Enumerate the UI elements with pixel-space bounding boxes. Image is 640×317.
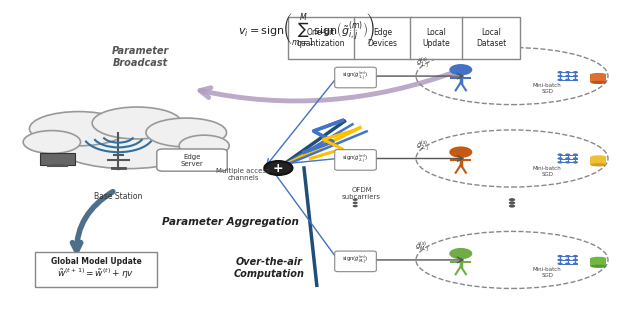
Text: $\tilde{w}^{(t+1)} = \tilde{w}^{(t)} + \eta v$: $\tilde{w}^{(t+1)} = \tilde{w}^{(t)} + \…	[58, 267, 134, 281]
FancyBboxPatch shape	[591, 258, 607, 266]
Text: Edge
Server: Edge Server	[180, 153, 204, 167]
Ellipse shape	[29, 112, 128, 146]
Text: $\mathrm{sign}(\tilde{g}_{M,j}^{(m)})$: $\mathrm{sign}(\tilde{g}_{M,j}^{(m)})$	[342, 254, 369, 266]
Text: Global Model Update: Global Model Update	[51, 257, 141, 266]
Text: Local
Dataset: Local Dataset	[476, 28, 506, 48]
Circle shape	[353, 202, 358, 204]
Circle shape	[353, 205, 358, 207]
Circle shape	[557, 157, 563, 160]
Circle shape	[573, 153, 578, 156]
Text: Parameter
Broadcast: Parameter Broadcast	[112, 46, 170, 68]
FancyBboxPatch shape	[40, 153, 75, 165]
Circle shape	[557, 79, 563, 81]
FancyBboxPatch shape	[591, 74, 607, 82]
Text: $\tilde{g}_{2,j}^{(s)}$: $\tilde{g}_{2,j}^{(s)}$	[415, 138, 429, 154]
Text: $\tilde{g}_{1,j}^{(s)}$: $\tilde{g}_{1,j}^{(s)}$	[415, 56, 429, 71]
Ellipse shape	[591, 265, 607, 268]
Text: Mini-batch
SGD: Mini-batch SGD	[533, 267, 561, 278]
Text: Parameter Aggregation: Parameter Aggregation	[162, 217, 299, 227]
FancyBboxPatch shape	[354, 17, 412, 59]
Ellipse shape	[591, 81, 607, 84]
Circle shape	[565, 153, 570, 156]
Ellipse shape	[146, 118, 227, 147]
Circle shape	[573, 259, 578, 261]
FancyArrowPatch shape	[200, 71, 458, 101]
Text: Multiple access
channels: Multiple access channels	[216, 168, 270, 181]
Ellipse shape	[591, 163, 607, 166]
Text: Base Station: Base Station	[94, 192, 143, 201]
Circle shape	[573, 157, 578, 160]
Circle shape	[573, 255, 578, 257]
Circle shape	[565, 157, 570, 160]
Circle shape	[573, 161, 578, 164]
Circle shape	[573, 71, 578, 74]
Circle shape	[509, 204, 515, 208]
FancyBboxPatch shape	[335, 150, 376, 170]
Circle shape	[573, 262, 578, 265]
Text: +: +	[273, 161, 284, 175]
Text: Local
Update: Local Update	[422, 28, 451, 48]
Circle shape	[573, 79, 578, 81]
Text: Over-the-air
Computation: Over-the-air Computation	[234, 257, 304, 279]
FancyBboxPatch shape	[335, 251, 376, 272]
Ellipse shape	[591, 155, 607, 158]
Circle shape	[573, 75, 578, 77]
Ellipse shape	[591, 73, 607, 76]
Text: $\mathrm{sign}(\tilde{g}_{1,j}^{(m)})$: $\mathrm{sign}(\tilde{g}_{1,j}^{(m)})$	[342, 70, 369, 82]
Circle shape	[557, 71, 563, 74]
FancyBboxPatch shape	[157, 149, 227, 171]
Text: $\mathrm{sign}(\tilde{g}_{2,j}^{(m)})$: $\mathrm{sign}(\tilde{g}_{2,j}^{(m)})$	[342, 152, 369, 165]
Circle shape	[565, 75, 570, 77]
Circle shape	[557, 161, 563, 164]
Circle shape	[449, 146, 472, 158]
Circle shape	[449, 248, 472, 259]
Circle shape	[509, 201, 515, 204]
Circle shape	[509, 198, 515, 201]
Circle shape	[565, 79, 570, 81]
FancyBboxPatch shape	[35, 252, 157, 287]
Ellipse shape	[23, 131, 81, 153]
Circle shape	[264, 161, 292, 175]
Circle shape	[557, 262, 563, 265]
Ellipse shape	[56, 123, 200, 169]
Circle shape	[449, 64, 472, 75]
Circle shape	[557, 153, 563, 156]
Circle shape	[353, 198, 358, 201]
Text: $\tilde{g}_{M,j}^{(s)}$: $\tilde{g}_{M,j}^{(s)}$	[415, 240, 429, 255]
Ellipse shape	[179, 135, 229, 157]
Circle shape	[557, 75, 563, 77]
Text: One-bit
quantization: One-bit quantization	[297, 28, 346, 48]
Text: OFDM
subcarriers: OFDM subcarriers	[342, 187, 381, 200]
FancyBboxPatch shape	[335, 67, 376, 88]
Circle shape	[557, 255, 563, 257]
FancyBboxPatch shape	[288, 17, 355, 59]
Text: Mini-batch
SGD: Mini-batch SGD	[533, 83, 561, 94]
Text: Edge
Devices: Edge Devices	[368, 28, 397, 48]
Circle shape	[565, 161, 570, 164]
Text: $v_i = \mathrm{sign}\left(\sum_{m=1}^{M} \mathrm{sign}\left(\tilde{g}_{i,j}^{(m): $v_i = \mathrm{sign}\left(\sum_{m=1}^{M}…	[238, 10, 376, 47]
Ellipse shape	[92, 107, 182, 139]
FancyBboxPatch shape	[410, 17, 464, 59]
Circle shape	[565, 71, 570, 74]
Circle shape	[557, 259, 563, 261]
Circle shape	[565, 255, 570, 257]
Circle shape	[565, 262, 570, 265]
Circle shape	[565, 259, 570, 261]
FancyArrowPatch shape	[72, 192, 113, 251]
Text: Mini-batch
SGD: Mini-batch SGD	[533, 166, 561, 177]
Ellipse shape	[591, 257, 607, 260]
FancyBboxPatch shape	[591, 157, 607, 165]
FancyBboxPatch shape	[462, 17, 520, 59]
